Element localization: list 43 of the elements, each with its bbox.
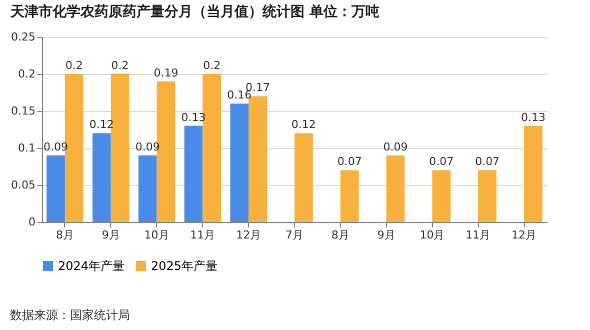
x-tick-label: 8月 xyxy=(331,228,350,242)
bar xyxy=(478,170,496,222)
x-tick-label: 11月 xyxy=(190,228,216,242)
x-tick-label: 7月 xyxy=(286,228,304,242)
x-tick-label: 10月 xyxy=(144,228,170,242)
data-label: 0.2 xyxy=(111,59,129,72)
x-tick-label: 8月 xyxy=(56,228,74,242)
data-label: 0.07 xyxy=(475,155,500,168)
x-tick-label: 9月 xyxy=(102,228,120,242)
x-tick-label: 9月 xyxy=(377,228,396,242)
bar xyxy=(524,126,542,222)
chart-title: 天津市化学农药原药产量分月（当月值）统计图 单位：万吨 xyxy=(10,3,380,20)
y-tick-label: 0.25 xyxy=(11,30,36,44)
data-label: 0.2 xyxy=(65,59,83,72)
y-tick-label: 0.2 xyxy=(18,68,36,80)
y-tick-label: 0.05 xyxy=(11,178,36,192)
data-label: 0.07 xyxy=(429,155,454,168)
y-tick-label: 0.15 xyxy=(11,104,36,118)
data-label: 0.12 xyxy=(291,118,316,132)
x-tick-label: 12月 xyxy=(512,228,537,242)
bar xyxy=(46,155,65,222)
data-label: 0.2 xyxy=(203,59,221,72)
bar xyxy=(386,155,405,222)
y-tick-label: 0 xyxy=(28,216,36,228)
data-label: 0.07 xyxy=(337,155,362,168)
legend-label: 2024年产量 xyxy=(58,259,125,273)
source-note: 数据来源：国家统计局 xyxy=(10,307,130,324)
x-tick-label: 10月 xyxy=(420,228,445,242)
x-tick-label: 11月 xyxy=(466,228,491,242)
bar xyxy=(230,104,249,222)
data-label: 0.16 xyxy=(227,88,252,102)
data-label: 0.09 xyxy=(383,140,408,154)
y-tick-label: 0.1 xyxy=(18,142,36,154)
bar xyxy=(340,170,359,222)
data-label: 0.19 xyxy=(154,66,178,80)
bar xyxy=(184,126,203,222)
x-tick-label: 12月 xyxy=(236,228,262,242)
data-label: 0.13 xyxy=(520,110,546,124)
bar xyxy=(432,170,451,222)
legend-label: 2025年产量 xyxy=(151,259,218,273)
bar xyxy=(138,155,157,222)
bar xyxy=(92,133,111,222)
bar xyxy=(294,133,313,222)
